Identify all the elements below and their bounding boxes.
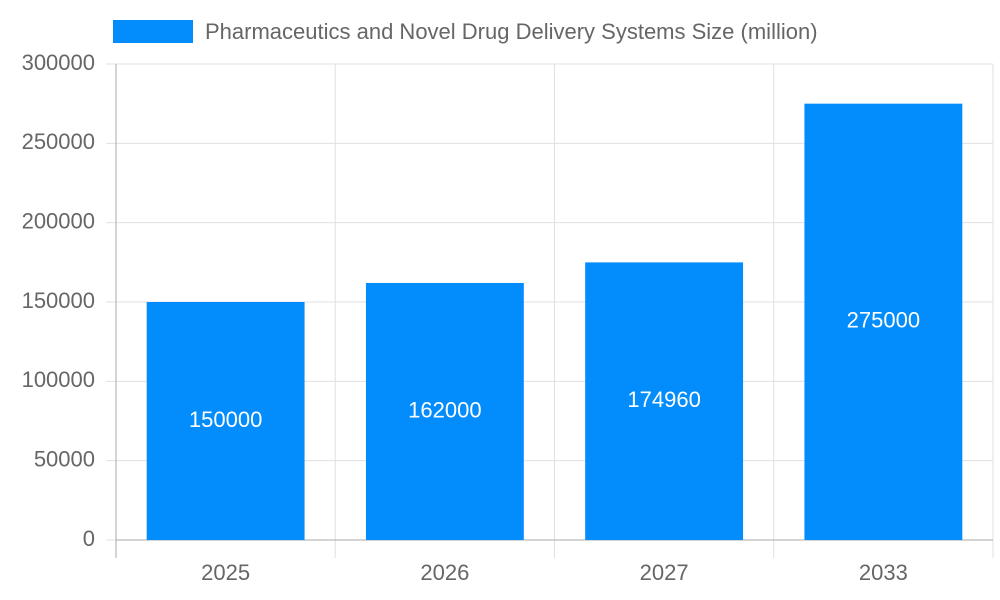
- legend-swatch: [113, 20, 193, 43]
- bar: [146, 302, 305, 540]
- x-tick-label: 2026: [420, 560, 469, 585]
- data-label: 174960: [627, 387, 700, 412]
- x-tick-label: 2025: [201, 560, 250, 585]
- y-tick-label: 200000: [22, 208, 95, 233]
- y-tick-label: 300000: [22, 50, 95, 75]
- y-tick-label: 150000: [22, 288, 95, 313]
- y-tick-label: 0: [83, 526, 95, 551]
- x-tick-label: 2027: [640, 560, 689, 585]
- y-tick-label: 50000: [34, 446, 95, 471]
- bar: [585, 262, 744, 540]
- y-tick-label: 100000: [22, 367, 95, 392]
- bar: [804, 103, 963, 541]
- bar: [365, 282, 524, 540]
- y-tick-label: 250000: [22, 129, 95, 154]
- data-label: 150000: [189, 407, 262, 432]
- x-tick-label: 2033: [859, 560, 908, 585]
- data-label: 162000: [408, 397, 481, 422]
- legend-label: Pharmaceutics and Novel Drug Delivery Sy…: [205, 19, 818, 44]
- data-label: 275000: [847, 308, 920, 333]
